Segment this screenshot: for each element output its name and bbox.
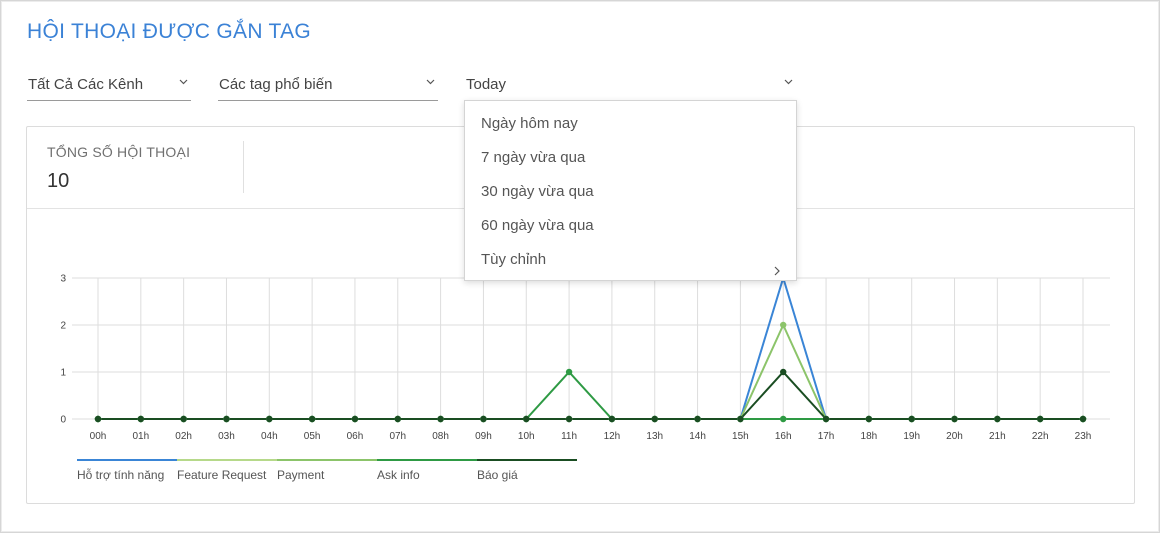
- menu-item-7-days[interactable]: 7 ngày vừa qua: [465, 141, 796, 175]
- menu-item-label: 7 ngày vừa qua: [481, 149, 586, 166]
- date-range-menu: Ngày hôm nay 7 ngày vừa qua 30 ngày vừa …: [464, 100, 797, 281]
- menu-item-label: 30 ngày vừa qua: [481, 183, 594, 200]
- total-conversations-label: TỔNG SỐ HỘI THOẠI: [47, 144, 191, 160]
- date-range-select[interactable]: Today: [465, 70, 796, 101]
- channel-select[interactable]: Tất Cả Các Kênh: [27, 70, 191, 101]
- page-title: HỘI THOẠI ĐƯỢC GẮN TAG: [27, 20, 312, 43]
- chevron-down-icon: [784, 79, 793, 87]
- chevron-right-icon: [774, 255, 782, 276]
- total-conversations-value: 10: [47, 170, 70, 192]
- menu-item-custom[interactable]: Tùy chỉnh: [465, 243, 796, 277]
- menu-item-label: Tùy chỉnh: [481, 251, 547, 268]
- tag-select[interactable]: Các tag phổ biến: [218, 70, 438, 101]
- menu-item-today[interactable]: Ngày hôm nay: [465, 107, 796, 141]
- chevron-down-icon: [179, 79, 188, 87]
- channel-select-value: Tất Cả Các Kênh: [28, 76, 144, 93]
- date-range-select-value: Today: [466, 76, 507, 93]
- menu-item-60-days[interactable]: 60 ngày vừa qua: [465, 209, 796, 243]
- tag-select-value: Các tag phổ biến: [219, 76, 333, 93]
- chevron-down-icon: [426, 79, 435, 87]
- conversation-chart-panel: TỔNG SỐ HỘI THOẠI 10: [26, 126, 1135, 504]
- menu-item-30-days[interactable]: 30 ngày vừa qua: [465, 175, 796, 209]
- menu-item-label: Ngày hôm nay: [481, 115, 578, 132]
- menu-item-label: 60 ngày vừa qua: [481, 217, 594, 234]
- divider: [243, 141, 244, 193]
